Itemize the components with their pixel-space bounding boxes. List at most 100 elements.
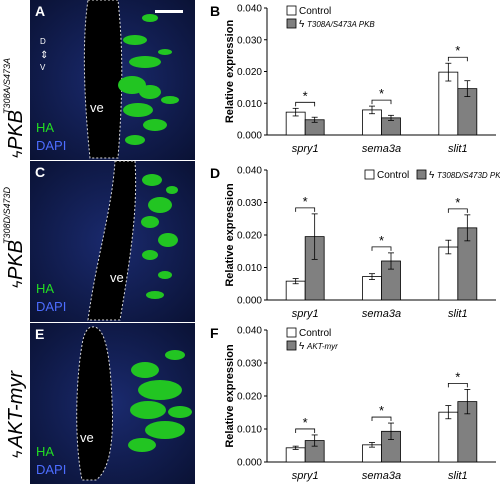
sig-bracket (371, 416, 392, 422)
y-axis-label: Relative expression (224, 183, 236, 287)
sig-bracket (371, 246, 392, 251)
y-tick-label: 0.040 (237, 4, 262, 15)
legend-label: T308A/S473A PKB (307, 20, 375, 29)
y-tick-label: 0.020 (237, 67, 262, 78)
ve-label-a: ve (90, 100, 104, 115)
dapi-label-a: DAPI (36, 138, 66, 153)
y-tick-label: 0.020 (237, 231, 262, 242)
legend-swatch (286, 327, 297, 338)
sig-star: * (379, 403, 384, 418)
svg-text:ϟ: ϟ (9, 150, 25, 158)
y-tick-label: 0.030 (237, 35, 262, 46)
x-tick-label-sema3a: sema3a (362, 308, 401, 320)
panel-letter-a: A (35, 3, 45, 19)
sig-bracket (447, 56, 468, 62)
legend-swatch (286, 5, 297, 16)
sig-bracket (447, 383, 468, 388)
bar-control-sema3a (362, 276, 382, 301)
x-tick-label-slit1: slit1 (448, 143, 468, 155)
y-tick-label: 0.040 (237, 166, 262, 177)
ha-label-c: HA (36, 281, 54, 296)
side-label-c-sup: T308D/S473D (2, 186, 12, 244)
svg-text:ϟ: ϟ (9, 280, 25, 288)
y-tick-label: 0.000 (237, 131, 262, 142)
panel-letter-c: C (35, 164, 45, 180)
y-tick-label: 0.010 (237, 263, 262, 274)
legend-swatch (416, 169, 427, 180)
y-tick-label: 0.030 (237, 359, 262, 370)
y-tick-label: 0.010 (237, 425, 262, 436)
arrow-icon: ⇕ (40, 50, 48, 61)
micrograph-e: E ve HA DAPI (30, 323, 195, 484)
sig-star: * (303, 415, 308, 430)
legend-label: AKT-myr (306, 342, 338, 351)
side-label-a-sup: T308A/S473A (2, 58, 12, 114)
panel-letter-e: E (35, 326, 44, 342)
side-label-a-main: PKB (5, 110, 27, 150)
x-tick-label-slit1: slit1 (448, 470, 468, 482)
legend-label: Control (299, 328, 331, 339)
y-tick-label: 0.000 (237, 296, 262, 307)
side-label-row-a: PKB T308A/S473A ϟ (0, 0, 30, 160)
side-label-row-e: AKT-myr ϟ (5, 370, 27, 458)
legend-swatch (286, 18, 297, 29)
dapi-label-e: DAPI (36, 462, 66, 477)
sig-star: * (379, 233, 384, 248)
side-label-e-main: AKT-myr (5, 370, 27, 449)
sig-bracket (295, 207, 316, 212)
y-tick-label: 0.020 (237, 392, 262, 403)
sig-star: * (303, 194, 308, 209)
panel-letter-f: F (210, 325, 219, 341)
side-label-c-main: PKB (5, 240, 27, 280)
bar-control-slit1 (438, 411, 459, 463)
lightning-icon: ϟ (299, 341, 305, 352)
legend-swatch (286, 340, 297, 351)
y-tick-label: 0.010 (237, 99, 262, 110)
ve-label-c: ve (110, 270, 124, 285)
sig-star: * (455, 43, 460, 58)
y-axis-label: Relative expression (224, 20, 236, 124)
legend-label: Control (377, 170, 409, 181)
axis-d-label: D (40, 37, 46, 46)
sig-bracket (447, 208, 468, 213)
panel-letter-d: D (210, 165, 220, 181)
x-tick-label-spry1: spry1 (292, 143, 319, 155)
sig-bracket (295, 101, 316, 107)
sig-bracket (371, 99, 392, 105)
lightning-icon: ϟ (429, 170, 435, 181)
sig-star: * (379, 86, 384, 101)
ha-label-a: HA (36, 120, 54, 135)
y-tick-label: 0.000 (237, 458, 262, 469)
ha-label-e: HA (36, 444, 54, 459)
side-label-row-c: PKB T308D/S473D ϟ (2, 186, 27, 288)
y-tick-label: 0.030 (237, 198, 262, 209)
sig-star: * (303, 88, 308, 103)
sig-bracket (295, 428, 316, 433)
bar-control-spry1 (285, 447, 306, 463)
ve-label-e: ve (80, 430, 94, 445)
x-tick-label-spry1: spry1 (292, 470, 319, 482)
legend-label: Control (299, 6, 331, 17)
sig-star: * (455, 195, 460, 210)
panel-letter-b: B (210, 3, 220, 19)
x-tick-label-slit1: slit1 (448, 308, 468, 320)
y-tick-label: 0.040 (237, 326, 262, 337)
x-tick-label-spry1: spry1 (292, 308, 319, 320)
svg-text:ϟ: ϟ (9, 450, 25, 458)
legend-label: T308D/S473D PKB (437, 171, 500, 180)
dapi-label-c: DAPI (36, 299, 66, 314)
sig-star: * (455, 369, 460, 384)
x-tick-label-sema3a: sema3a (362, 143, 401, 155)
x-tick-label-sema3a: sema3a (362, 470, 401, 482)
lightning-icon: ϟ (299, 19, 305, 30)
y-axis-label: Relative expression (224, 344, 236, 448)
micrograph-c: C ve HA DAPI (30, 160, 195, 322)
bar-control-slit1 (438, 246, 459, 301)
micrograph-a: A D ⇕ V ve HA DAPI (30, 0, 195, 160)
legend-swatch (364, 169, 375, 180)
axis-v-label: V (40, 63, 46, 72)
